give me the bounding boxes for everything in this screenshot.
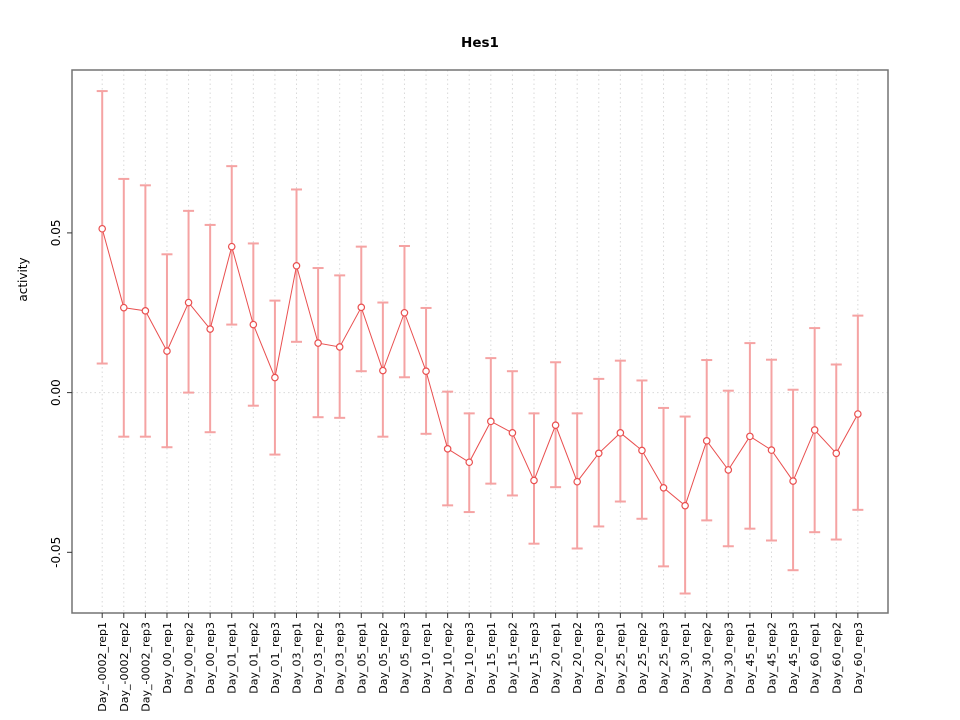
x-axis-category-label: Day_00_rep2 (183, 622, 196, 694)
x-axis-category-label: Day_00_rep3 (204, 622, 217, 694)
data-point-marker (357, 303, 366, 312)
data-point-marker (487, 417, 495, 426)
data-point-marker (98, 224, 107, 233)
x-axis-category-label: Day_01_rep3 (269, 622, 282, 694)
x-axis-category-label: Day_30_rep2 (701, 622, 714, 694)
x-axis-category-label: Day_01_rep2 (247, 622, 260, 694)
chart-title: Hes1 (461, 35, 499, 51)
x-axis-category-label: Day_-0002_rep3 (139, 622, 152, 712)
data-point-marker (789, 477, 797, 485)
data-point-marker (638, 446, 646, 455)
x-axis-category-label: Day_03_rep3 (334, 622, 347, 694)
data-point-marker (335, 343, 344, 351)
x-axis-category-label: Day_20_rep1 (550, 622, 563, 694)
x-axis-category-label: Day_01_rep1 (226, 622, 239, 694)
x-axis-category-label: Day_60_rep2 (830, 622, 843, 694)
x-axis-category-label: Day_25_rep2 (636, 622, 649, 694)
x-axis-category-label: Day_03_rep1 (291, 622, 304, 694)
x-axis-category-label: Day_45_rep2 (765, 622, 778, 694)
data-point-marker (292, 261, 301, 270)
data-point-marker (724, 466, 733, 474)
data-point-marker (810, 426, 819, 434)
x-axis-category-label: Day_15_rep2 (506, 622, 519, 694)
data-point-marker (594, 449, 603, 458)
x-axis-category-label: Day_15_rep1 (485, 622, 498, 694)
x-axis-category-label: Day_05_rep2 (377, 622, 390, 694)
data-point-marker (141, 307, 150, 315)
y-axis-label: activity (16, 257, 30, 301)
data-point-marker (184, 298, 193, 307)
data-point-marker (249, 320, 258, 329)
x-axis-category-label: Day_25_rep3 (658, 622, 671, 694)
plot-frame (71, 69, 889, 614)
data-point-marker (119, 303, 128, 312)
x-axis-category-label: Day_05_rep3 (398, 622, 411, 694)
x-axis-category-label: Day_05_rep1 (355, 622, 368, 694)
data-point-marker (163, 347, 171, 355)
x-axis-category-label: Day_10_rep2 (442, 622, 455, 694)
grid-layer (72, 70, 888, 613)
x-axis-category-label: Day_03_rep2 (312, 622, 325, 694)
data-point-marker (832, 449, 841, 458)
data-point-marker (227, 242, 236, 251)
x-axis-category-label: Day_20_rep2 (571, 622, 584, 694)
x-axis-category-label: Day_60_rep1 (809, 622, 822, 694)
x-axis-category-label: Day_10_rep3 (463, 622, 476, 694)
data-point-marker (314, 339, 322, 347)
x-axis-category-label: Day_-0002_rep1 (96, 622, 109, 712)
x-axis-category-label: Day_10_rep1 (420, 622, 433, 694)
data-point-marker (616, 429, 625, 437)
x-axis-category-label: Day_30_rep3 (722, 622, 735, 694)
x-axis-category-label: Day_45_rep1 (744, 622, 757, 694)
data-point-marker (206, 325, 214, 333)
x-axis-category-label: Day_25_rep1 (614, 622, 627, 694)
data-point-marker (702, 437, 711, 445)
x-axis-category-label: Day_60_rep3 (852, 622, 865, 694)
data-point-marker (530, 476, 538, 485)
x-axis-category-label: Day_00_rep1 (161, 622, 174, 694)
y-axis-tick-label: -0.05 (49, 537, 63, 568)
data-point-marker (659, 483, 668, 492)
plot-box (71, 69, 889, 614)
x-axis-category-label: Day_45_rep3 (787, 622, 800, 694)
data-point-marker (681, 501, 689, 510)
data-point-marker (573, 477, 581, 486)
data-point-marker (379, 366, 387, 375)
y-axis-tick-label: 0.05 (49, 220, 63, 247)
data-point-marker (443, 445, 452, 453)
x-axis-category-label: Day_-0002_rep2 (118, 622, 131, 712)
x-axis-category-label: Day_20_rep3 (593, 622, 606, 694)
x-axis-category-label: Day_15_rep3 (528, 622, 541, 694)
data-point-marker (746, 432, 754, 441)
series-line (101, 228, 859, 507)
data-point-marker (854, 410, 862, 418)
data-point-marker (400, 308, 409, 317)
x-axis-category-label: Day_30_rep1 (679, 622, 692, 694)
y-axis-tick-label: 0.00 (49, 379, 63, 406)
data-layer (96, 90, 864, 595)
data-point-marker (508, 429, 517, 437)
data-point-marker (551, 421, 560, 429)
data-point-marker (465, 458, 474, 467)
axis-layer: Day_-0002_rep1 Day_-0002_rep2 Day_-0002_re… (49, 220, 865, 712)
data-point-marker (422, 367, 430, 376)
data-point-marker (271, 373, 279, 382)
data-point-marker (767, 446, 776, 454)
